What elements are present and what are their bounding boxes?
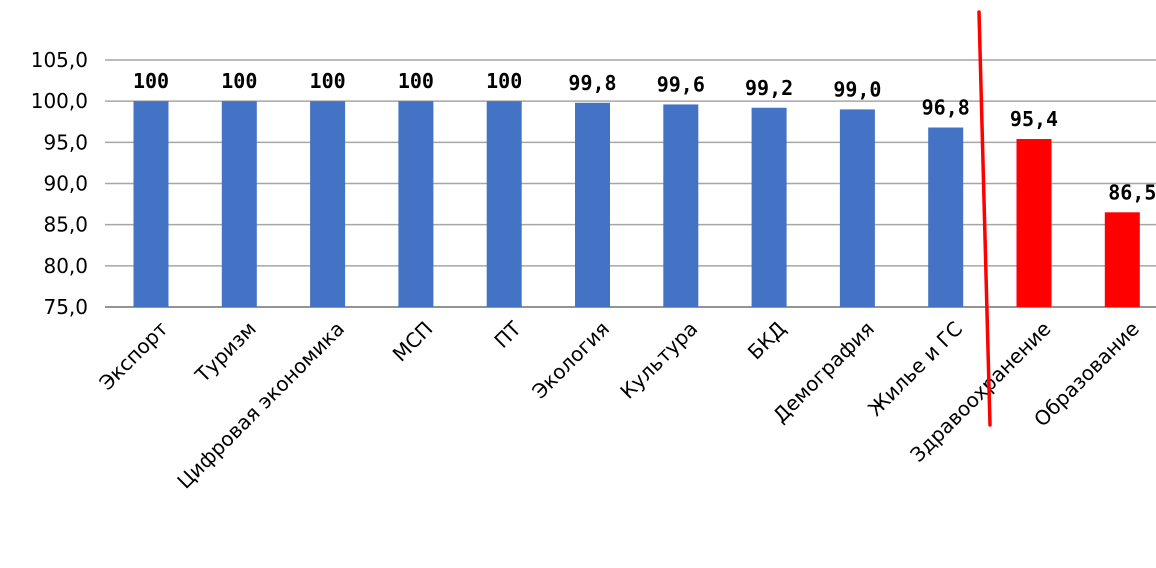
bar xyxy=(1104,212,1140,307)
data-label: 99,6 xyxy=(657,72,705,96)
red-divider-line xyxy=(977,10,992,427)
category-label: Экспорт xyxy=(94,316,173,395)
bar xyxy=(839,109,875,308)
y-tick-label: 90,0 xyxy=(43,172,88,196)
category-label: Культура xyxy=(615,317,702,404)
data-label: 100 xyxy=(133,69,169,93)
bars xyxy=(133,101,1140,308)
data-label: 100 xyxy=(221,69,257,93)
bar xyxy=(751,107,787,308)
y-tick-label: 100,0 xyxy=(31,89,88,113)
gridlines xyxy=(105,59,1156,308)
bar xyxy=(221,101,257,308)
category-label: Цифровая экономика xyxy=(172,317,349,494)
data-label: 100 xyxy=(486,69,522,93)
category-label: Экология xyxy=(527,317,614,404)
category-label: МСП xyxy=(388,317,438,367)
bar xyxy=(575,102,610,308)
bar xyxy=(1016,139,1052,307)
data-label: 100 xyxy=(398,69,434,93)
data-label: 96,8 xyxy=(922,96,970,120)
bar xyxy=(486,101,522,308)
bar xyxy=(928,127,964,307)
bar xyxy=(663,104,699,308)
annotations xyxy=(977,10,992,427)
category-label: БКД xyxy=(743,317,791,365)
data-label: 99,0 xyxy=(833,77,881,101)
y-tick-label: 105,0 xyxy=(31,48,88,72)
y-axis-ticks: 75,0 80,0 85,0 90,0 95,0 100,0 105,0 xyxy=(31,48,88,319)
y-tick-label: 85,0 xyxy=(43,213,88,237)
data-label: 95,4 xyxy=(1010,107,1058,131)
data-labels: 100 100 100 100 100 99,8 99,6 99,2 99,0 96,8 95,4 8… xyxy=(133,69,1156,204)
data-label: 100 xyxy=(310,69,346,93)
category-label: Туризм xyxy=(190,317,261,388)
bar xyxy=(310,101,346,308)
data-label: 99,2 xyxy=(745,76,793,100)
y-tick-label: 80,0 xyxy=(43,254,88,278)
bar xyxy=(133,101,169,308)
category-label: ПТ xyxy=(489,316,526,353)
y-tick-label: 75,0 xyxy=(43,295,88,319)
data-label: 86,5 xyxy=(1108,180,1156,204)
data-label: 99,8 xyxy=(568,71,616,95)
y-tick-label: 95,0 xyxy=(43,130,88,154)
bar xyxy=(398,101,434,308)
